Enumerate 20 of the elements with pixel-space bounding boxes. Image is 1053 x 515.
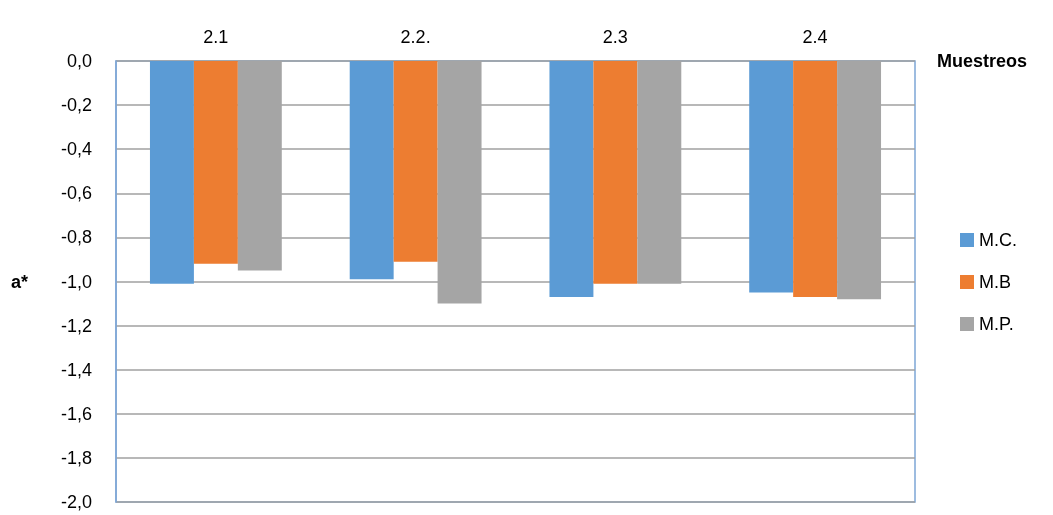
y-tick-label: -1,8 xyxy=(60,447,92,468)
y-tick-label: -1,4 xyxy=(60,359,92,380)
y-tick-label: -1,6 xyxy=(60,403,92,424)
y-tick-label: -0,4 xyxy=(60,139,92,160)
x-tick-label: 2.2. xyxy=(400,27,431,47)
x-tick-label: 2.4 xyxy=(802,27,828,47)
x-tick-label: 2.1 xyxy=(203,27,229,47)
legend-label: M.P. xyxy=(979,314,1014,334)
y-axis-title: a* xyxy=(10,271,28,292)
x-tick-label: 2.3 xyxy=(602,27,628,47)
x-axis-title: Muestreos xyxy=(937,51,1028,71)
y-tick-label: -1,0 xyxy=(60,271,92,292)
legend-label: M.B xyxy=(979,272,1012,292)
legend-label: M.C. xyxy=(979,230,1017,250)
y-tick-label: -0,2 xyxy=(60,95,92,116)
y-tick-label: -0,8 xyxy=(60,227,92,248)
y-tick-label: 0,0 xyxy=(66,51,92,71)
y-tick-label: -0,6 xyxy=(60,183,92,204)
y-tick-label: -2,0 xyxy=(60,492,92,512)
y-tick-label: -1,2 xyxy=(60,315,92,336)
